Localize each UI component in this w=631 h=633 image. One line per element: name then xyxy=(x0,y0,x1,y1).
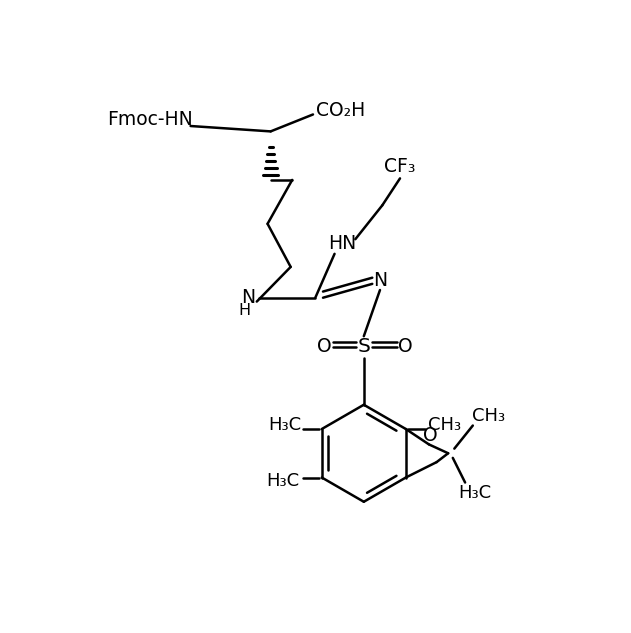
Text: CO₂H: CO₂H xyxy=(316,101,365,120)
Text: S: S xyxy=(357,337,370,356)
Text: O: O xyxy=(317,337,332,356)
Text: N: N xyxy=(241,288,256,307)
Text: H: H xyxy=(239,303,251,318)
Text: O: O xyxy=(398,337,413,356)
Text: CF₃: CF₃ xyxy=(384,158,416,177)
Text: O: O xyxy=(423,425,438,444)
Text: CH₃: CH₃ xyxy=(428,416,461,434)
Text: N: N xyxy=(373,272,387,291)
Text: Fmoc-HN: Fmoc-HN xyxy=(107,110,192,129)
Text: HN: HN xyxy=(328,234,357,253)
Text: CH₃: CH₃ xyxy=(471,407,505,425)
Text: H₃C: H₃C xyxy=(459,484,492,503)
Text: H₃C: H₃C xyxy=(268,416,302,434)
Text: H₃C: H₃C xyxy=(267,472,300,491)
